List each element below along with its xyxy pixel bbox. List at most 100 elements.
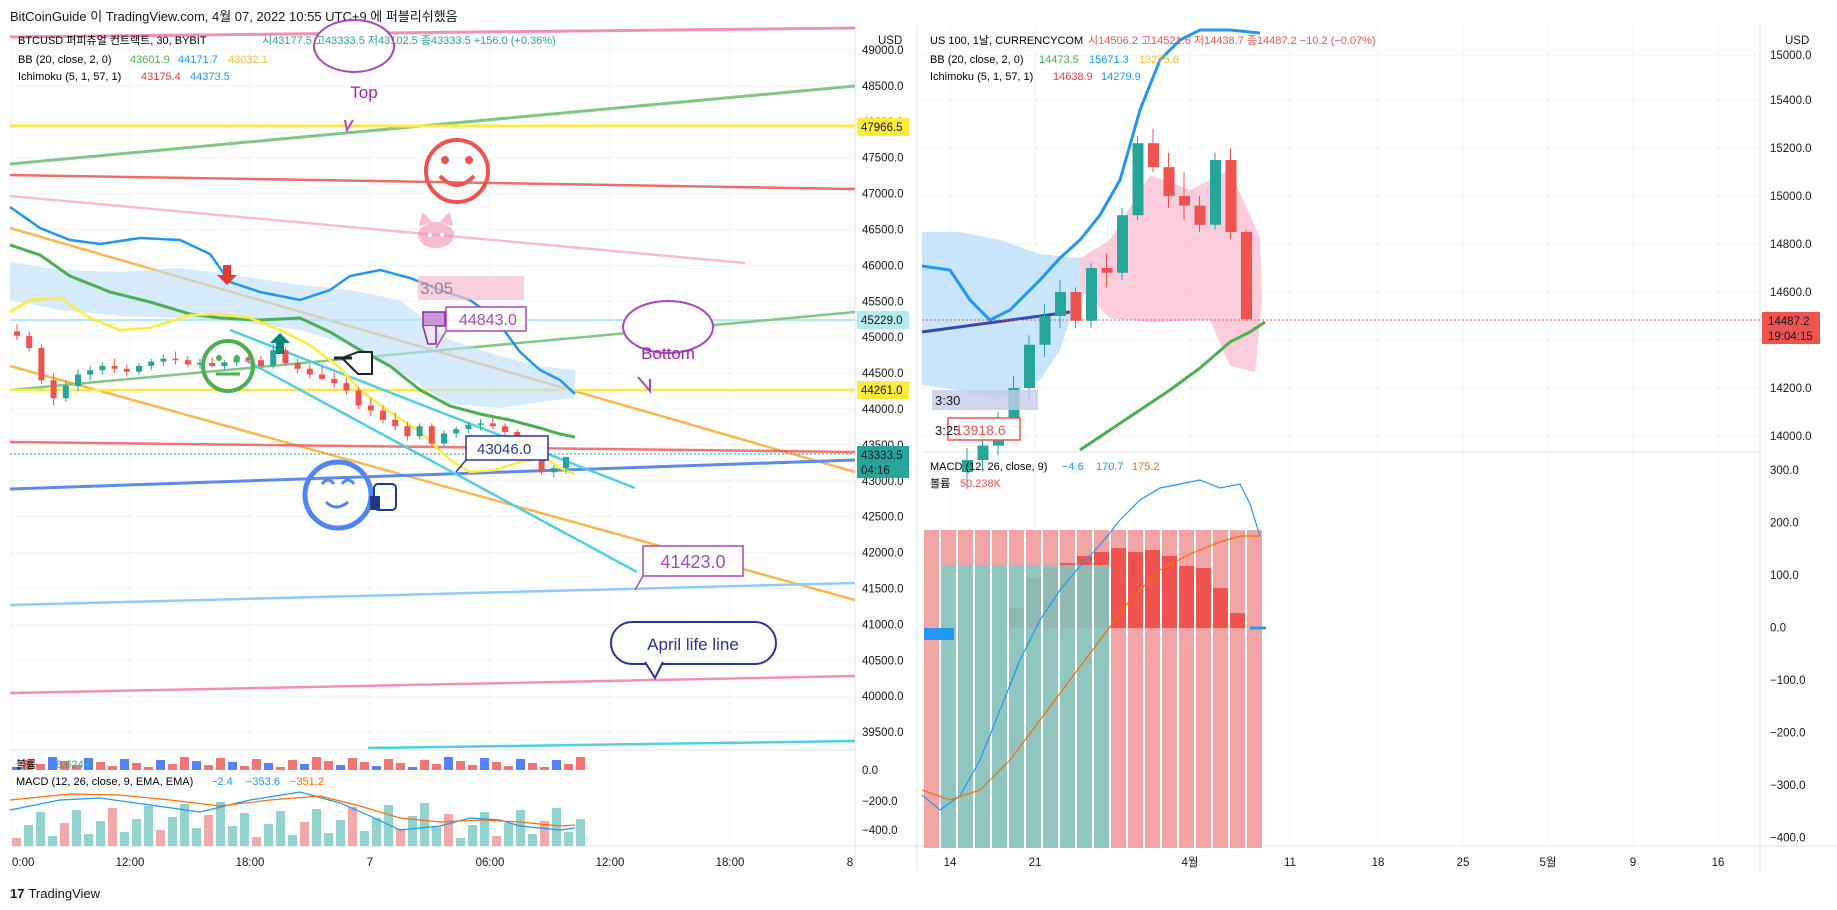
left-volume-bar bbox=[564, 764, 573, 770]
left-candle-body bbox=[184, 360, 191, 365]
left-candle-body bbox=[319, 374, 325, 379]
left-volume-bar bbox=[540, 767, 549, 770]
svg-text:−351.2: −351.2 bbox=[290, 776, 324, 788]
left-macd-bar bbox=[12, 838, 21, 846]
left-price-tick: 45000.0 bbox=[862, 332, 904, 344]
right-bb-upper bbox=[921, 28, 1261, 322]
svg-text:14487.2: 14487.2 bbox=[1768, 316, 1810, 328]
callout-44843: 44843.0 bbox=[435, 306, 527, 349]
left-volume-bar bbox=[576, 757, 585, 770]
left-volume-bar bbox=[192, 761, 201, 770]
ichimoku-cloud bbox=[10, 262, 575, 408]
svg-text:BB (20, close, 2, 0): BB (20, close, 2, 0) bbox=[930, 54, 1024, 66]
left-candle-body bbox=[245, 357, 252, 361]
left-price-tick: 40000.0 bbox=[862, 691, 904, 703]
svg-text:43601.9: 43601.9 bbox=[130, 54, 170, 66]
left-price-tick: 44500.0 bbox=[862, 368, 904, 380]
right-macd-tick: 100.0 bbox=[1770, 570, 1799, 582]
svg-text:−353.6: −353.6 bbox=[246, 776, 280, 788]
right-candle-body bbox=[1086, 268, 1097, 321]
left-volume-bar bbox=[120, 759, 129, 770]
trend-line-red-upper bbox=[9, 173, 856, 191]
right-legend: US 100, 1날, CURRENCYCOM 시14506.2 고14521.… bbox=[930, 34, 1376, 83]
left-volume-bar bbox=[312, 757, 321, 770]
right-time-axis: 14 21 4월 11 18 25 5월 9 16 bbox=[944, 856, 1725, 869]
left-macd-bar bbox=[372, 818, 381, 846]
right-candle-body bbox=[1132, 143, 1144, 216]
right-macd-bar bbox=[1213, 588, 1228, 628]
left-time-tick: 12:00 bbox=[596, 857, 625, 869]
footer[interactable]: 17 TradingView bbox=[10, 886, 100, 901]
left-macd-bar bbox=[108, 808, 117, 846]
right-macd-bar bbox=[1162, 556, 1177, 628]
left-candle-body bbox=[50, 380, 57, 399]
left-volume-bar bbox=[480, 758, 489, 770]
trend-line-pink-top bbox=[9, 26, 856, 39]
left-time-tick: 7 bbox=[367, 857, 373, 869]
left-macd-bar bbox=[300, 822, 309, 846]
left-candle-body bbox=[14, 331, 20, 336]
right-volume-bar bbox=[1213, 530, 1228, 848]
svg-text:시14506.2 고14521.6 저14438.7: 시14506.2 고14521.6 저14438.7 종14487.2 −10.… bbox=[1088, 34, 1376, 47]
trend-line-pink-bottom bbox=[9, 674, 856, 695]
left-volume-bar bbox=[444, 757, 453, 770]
right-time-tick: 21 bbox=[1029, 857, 1042, 869]
left-macd-bar bbox=[312, 809, 321, 846]
left-volume-bar bbox=[492, 762, 501, 770]
right-macd-bar bbox=[1128, 552, 1143, 628]
right-candle-body bbox=[1070, 292, 1082, 321]
left-candle-body bbox=[111, 365, 118, 369]
left-macd-bar bbox=[492, 836, 501, 846]
right-macd-bar bbox=[1196, 568, 1211, 628]
left-macd-bar bbox=[576, 819, 585, 846]
left-volume-bar bbox=[384, 759, 393, 770]
callout-43046: 43046.0 bbox=[455, 435, 549, 473]
left-volume-bar bbox=[84, 758, 93, 770]
arrow-up-green-icon bbox=[270, 333, 290, 354]
left-volume-bar bbox=[36, 764, 45, 770]
left-price-tick: 42500.0 bbox=[862, 512, 904, 524]
right-volume-bar-teal bbox=[975, 565, 990, 848]
left-macd-bar bbox=[228, 826, 237, 846]
right-drawings: 3:30 3:25 13918.6 bbox=[921, 28, 1760, 489]
left-volume-bar bbox=[228, 762, 237, 770]
left-signal-line bbox=[9, 793, 576, 827]
right-candle-body bbox=[1225, 160, 1237, 232]
left-volume-bar bbox=[96, 762, 105, 770]
left-price-tick: 40500.0 bbox=[862, 655, 904, 667]
thumbs-up-icon bbox=[370, 483, 397, 511]
left-candle-body bbox=[172, 358, 179, 361]
left-candle-body bbox=[502, 426, 508, 432]
left-candle-body bbox=[123, 368, 130, 372]
left-macd-bar bbox=[144, 806, 153, 846]
right-currency-label: USD bbox=[1785, 35, 1809, 47]
left-price-tick: 41000.0 bbox=[862, 619, 904, 631]
right-time-tick: 14 bbox=[944, 857, 957, 869]
left-candle-body bbox=[62, 386, 69, 399]
left-candle-body bbox=[477, 423, 484, 425]
left-macd-bar bbox=[48, 836, 57, 846]
right-macd-bars bbox=[924, 530, 1262, 848]
left-candle-body bbox=[392, 419, 399, 427]
svg-text:43175.4: 43175.4 bbox=[141, 71, 181, 83]
left-macd-bar bbox=[192, 828, 201, 846]
svg-text:43333.5: 43333.5 bbox=[861, 450, 903, 462]
right-candle-body bbox=[977, 445, 989, 460]
svg-text:14638.9: 14638.9 bbox=[1053, 71, 1093, 83]
svg-text:−4.6: −4.6 bbox=[1062, 461, 1084, 473]
left-candle-body bbox=[367, 405, 374, 411]
trend-line-cyan-bottom bbox=[367, 739, 856, 750]
svg-text:18.624M: 18.624M bbox=[50, 759, 93, 771]
svg-text:47966.5: 47966.5 bbox=[861, 122, 903, 134]
left-macd-bar bbox=[36, 812, 45, 846]
left-volume-bar bbox=[24, 760, 33, 770]
right-volume-bar bbox=[1230, 530, 1245, 848]
right-macd-tick: 0.0 bbox=[1770, 623, 1786, 635]
right-volume-bar-teal bbox=[958, 565, 973, 848]
left-macd-bar bbox=[84, 834, 93, 846]
right-candle-body bbox=[1179, 196, 1190, 206]
left-macd-bar bbox=[384, 805, 393, 846]
tradingview-logo-icon: 17 bbox=[10, 886, 25, 901]
left-candle-body bbox=[453, 429, 460, 434]
